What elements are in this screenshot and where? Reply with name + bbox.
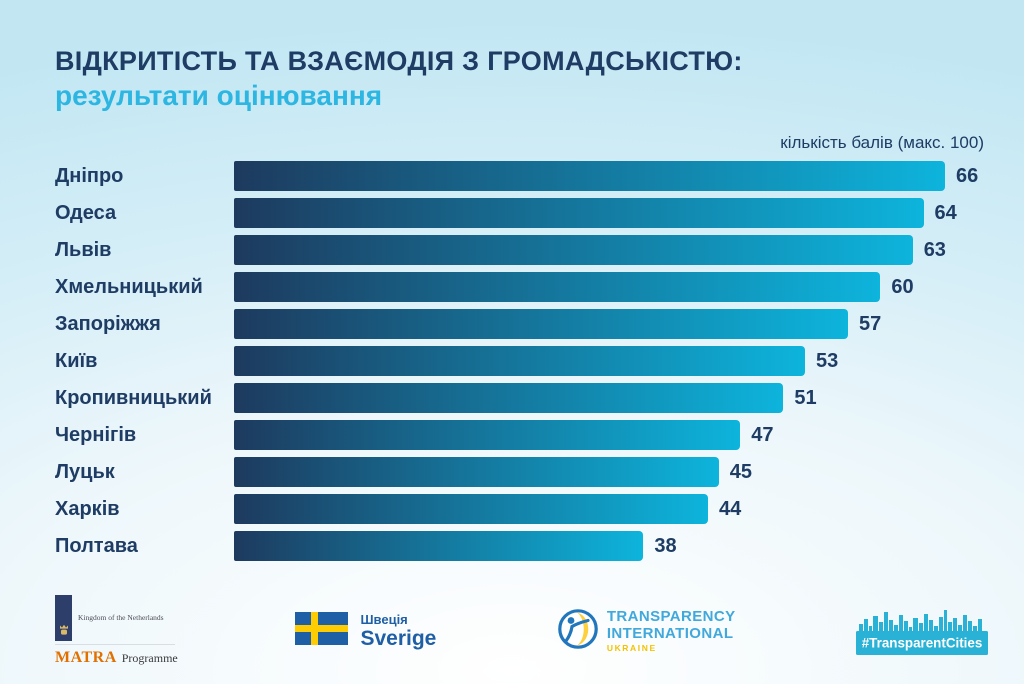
- city-label: Одеса: [55, 201, 117, 224]
- bar-track: 38: [234, 531, 984, 562]
- chart-row: Харків 44: [55, 494, 984, 525]
- bar-value: 53: [816, 349, 839, 372]
- chart-row: Хмельницький 60: [55, 272, 984, 303]
- bar-track: 44: [234, 494, 984, 525]
- city-label: Кропивницький: [55, 386, 212, 409]
- transparent-cities-logo: #TransparentCities: [856, 606, 988, 656]
- bar-track: 47: [234, 420, 984, 451]
- matra-logo-bottom: MATRA Programme: [55, 649, 178, 667]
- page-title: ВІДКРИТІСТЬ ТА ВЗАЄМОДІЯ З ГРОМАДСЬКІСТЮ…: [55, 46, 743, 76]
- city-label: Львів: [55, 238, 112, 261]
- bar: [234, 198, 924, 229]
- chart-row: Київ 53: [55, 346, 984, 377]
- chart-row: Запоріжжя 57: [55, 309, 984, 340]
- bar: [234, 420, 741, 451]
- axis-note: кількість балів (макс. 100): [780, 133, 984, 153]
- matra-logo: Kingdom of the Netherlands MATRA Programm…: [55, 595, 178, 667]
- city-label: Запоріжжя: [55, 312, 161, 335]
- bar-value: 44: [719, 497, 742, 520]
- bar-track: 53: [234, 346, 984, 377]
- city-label: Київ: [55, 349, 98, 372]
- bar: [234, 309, 848, 340]
- kingdom-of-netherlands-label: Kingdom of the Netherlands: [78, 612, 164, 622]
- sweden-logo-text: Швеція Sverige: [360, 612, 436, 650]
- bar-chart: Дніпро 66 Одеса 64 Львів 63 Хмельницький 60 Запо…: [55, 161, 984, 562]
- transparent-cities-label: #TransparentCities: [862, 636, 983, 651]
- bar-value: 60: [891, 275, 914, 298]
- bar-value: 51: [794, 386, 817, 409]
- bar-track: 51: [234, 383, 984, 414]
- bar-track: 45: [234, 457, 984, 488]
- bar: [234, 235, 913, 266]
- bar-value: 57: [859, 312, 882, 335]
- chart-row: Дніпро 66: [55, 161, 984, 192]
- matra-logo-top: Kingdom of the Netherlands: [55, 595, 175, 645]
- city-label: Полтава: [55, 534, 138, 557]
- city-skyline-icon: #TransparentCities: [856, 610, 988, 655]
- ti-line1: TRANSPARENCY: [606, 608, 736, 626]
- bar: [234, 161, 945, 192]
- city-label: Чернігів: [55, 423, 137, 446]
- bar-value: 66: [956, 164, 979, 187]
- bar-value: 64: [934, 201, 957, 224]
- sweden-logo: Швеція Sverige: [295, 612, 436, 650]
- logo-row: Kingdom of the Netherlands MATRA Programm…: [55, 595, 988, 667]
- bar: [234, 272, 881, 303]
- matra-label: MATRA: [55, 649, 117, 666]
- city-label: Дніпро: [55, 164, 124, 187]
- sweden-flag-icon: [295, 612, 349, 650]
- bar-value: 63: [923, 238, 946, 261]
- bar: [234, 346, 805, 377]
- chart-row: Луцьк 45: [55, 457, 984, 488]
- sweden-label-sv: Sverige: [360, 626, 437, 650]
- bar-value: 45: [729, 460, 753, 483]
- bar-track: 60: [234, 272, 984, 303]
- chart-row: Чернігів 47: [55, 420, 984, 451]
- bar-track: 64: [234, 198, 984, 229]
- programme-label: Programme: [121, 651, 178, 665]
- chart-row: Одеса 64: [55, 198, 984, 229]
- bar: [234, 531, 644, 562]
- ti-line2: INTERNATIONAL: [606, 624, 734, 642]
- netherlands-coat-of-arms-icon: [55, 595, 72, 641]
- bar: [234, 494, 708, 525]
- bar: [234, 383, 784, 414]
- sweden-label-uk: Швеція: [360, 611, 408, 627]
- chart-row: Кропивницький 51: [55, 383, 984, 414]
- page-subtitle: результати оцінювання: [55, 79, 383, 111]
- ti-ukraine-label: UKRAINE: [606, 642, 657, 653]
- city-label: Хмельницький: [55, 275, 203, 298]
- bar: [234, 457, 719, 488]
- bar-track: 66: [234, 161, 984, 192]
- transparency-international-text: TRANSPARENCY INTERNATIONAL UKRAINE: [606, 608, 736, 653]
- city-label: Луцьк: [55, 460, 115, 483]
- chart-row: Львів 63: [55, 235, 984, 266]
- city-label: Харків: [55, 497, 120, 520]
- transparency-international-logo: TRANSPARENCY INTERNATIONAL UKRAINE: [557, 608, 736, 655]
- chart-row: Полтава 38: [55, 531, 984, 562]
- bar-value: 47: [751, 423, 774, 446]
- bar-track: 57: [234, 309, 984, 340]
- bar-value: 38: [654, 534, 677, 557]
- bar-track: 63: [234, 235, 984, 266]
- transparency-international-globe-icon: [557, 608, 599, 655]
